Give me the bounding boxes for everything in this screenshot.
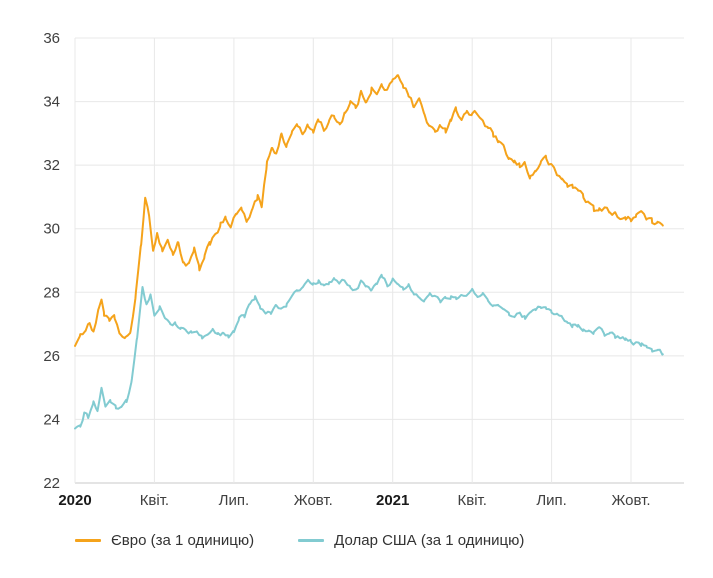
x-axis-tick-label: Квіт. (140, 492, 169, 509)
y-axis-tick-label: 26 (43, 348, 60, 365)
y-axis-tick-label: 22 (43, 475, 60, 492)
legend-label-euro: Євро (за 1 одиницю) (111, 532, 255, 549)
plot-area: 22 24 26 28 30 32 34 36 2020 Квіт. Лип. Жовт. 2021 Кв… (43, 30, 684, 509)
euro-line-swatch (75, 539, 101, 542)
series-line-usd (74, 273, 664, 430)
x-axis-tick-label: Квіт. (457, 492, 486, 509)
x-axis-tick-label: 2020 (58, 492, 91, 509)
series-line-euro (74, 74, 664, 347)
legend-item-euro[interactable]: Євро (за 1 одиницю) (75, 532, 254, 549)
x-axis-tick-label: Жовт. (611, 492, 650, 509)
legend-item-usd[interactable]: Долар США (за 1 одиницю) (298, 532, 524, 549)
x-axis-tick-label: Жовт. (294, 492, 333, 509)
x-axis-tick-label: Лип. (219, 492, 250, 509)
legend-label-usd: Долар США (за 1 одиницю) (334, 532, 525, 549)
y-axis-tick-label: 34 (43, 94, 60, 111)
x-axis-tick-label: Лип. (536, 492, 567, 509)
y-axis-tick-label: 24 (43, 411, 60, 428)
y-axis-tick-label: 30 (43, 221, 60, 238)
usd-line-swatch (298, 539, 325, 542)
chart-legend: Євро (за 1 одиницю) Долар США (за 1 один… (0, 532, 713, 549)
x-axis-tick-label: 2021 (376, 492, 409, 509)
y-axis-tick-label: 32 (43, 157, 60, 174)
y-axis-tick-label: 36 (43, 30, 60, 47)
y-axis-tick-label: 28 (43, 284, 60, 301)
